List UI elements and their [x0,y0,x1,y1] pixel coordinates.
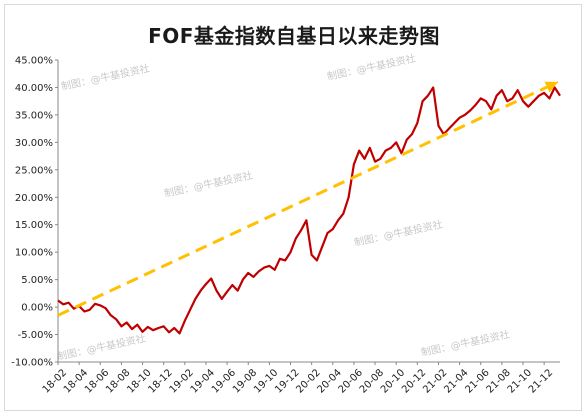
y-tick-label: -10.00% [11,358,53,369]
y-tick-label: 20.00% [15,193,53,204]
y-tick-label: 30.00% [15,138,53,149]
y-tick-label: 45.00% [15,56,53,67]
y-tick-label: 0.00% [21,303,53,314]
chart-title: FOF基金指数自基日以来走势图 [148,24,440,48]
watermark-text: 制图：@牛基投资社 [420,328,511,359]
y-tick-label: -5.00% [18,330,53,341]
y-tick-label: 35.00% [15,110,53,121]
y-tick-label: 40.00% [15,83,53,94]
watermark-text: 制图：@牛基投资社 [353,218,444,249]
index-line [57,86,561,335]
watermark-text: 制图：@牛基投资社 [60,62,151,93]
watermark-text: 制图：@牛基投资社 [56,332,147,363]
trend-arrowhead [544,81,558,93]
y-tick-label: 10.00% [15,248,53,259]
axes [57,60,560,363]
y-tick-label: 15.00% [15,220,53,231]
trend-line [57,80,559,317]
y-axis-ticks: 45.00% 40.00% 35.00% 30.00% 25.00% 20.00% 15.0… [11,56,58,369]
y-tick-label: 5.00% [21,275,53,286]
series-layer [57,80,561,335]
watermark-text: 制图：@牛基投资社 [326,52,417,83]
y-tick-label: 25.00% [15,165,53,176]
watermark-text: 制图：@牛基投资社 [163,169,254,200]
x-tick-label: 21-12 [527,367,555,395]
chart-frame [4,4,582,411]
watermark-layer: 制图：@牛基投资社 制图：@牛基投资社制图：@牛基投资社制图：@牛基投资社制图：@… [56,52,511,363]
x-axis-ticks: 18-0218-0418-0618-0818-1018-1219-0219-04… [41,362,555,396]
